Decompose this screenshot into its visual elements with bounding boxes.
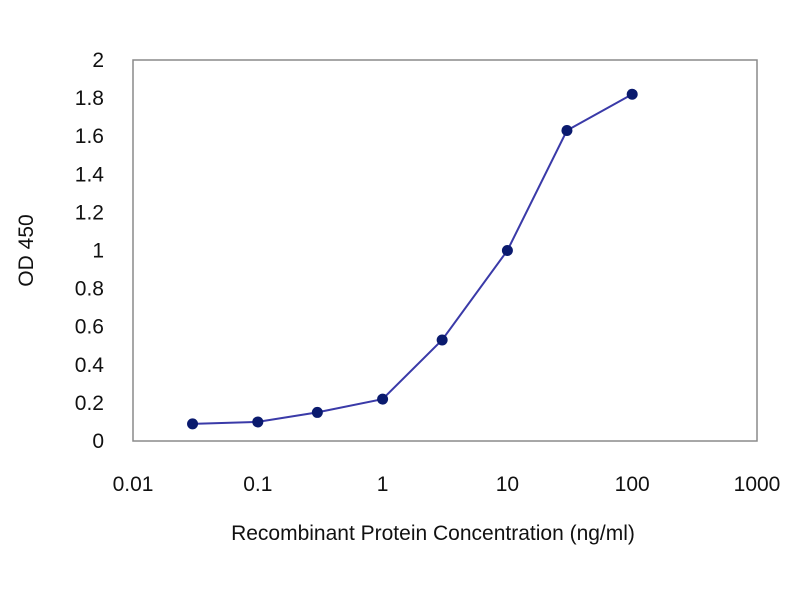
plot-area (132, 59, 758, 442)
y-tick-label: 1.4 (75, 163, 105, 186)
data-point (561, 124, 573, 136)
y-tick-label: 1.8 (75, 87, 104, 110)
y-tick-label: 0.6 (75, 316, 104, 339)
y-tick-label: 1.2 (75, 201, 104, 224)
series-layer (187, 88, 638, 430)
y-tick-label: 2 (92, 49, 104, 72)
x-tick-label: 100 (615, 473, 650, 496)
x-tick-labels: 0.01 0.1 1 10 100 1000 (113, 473, 781, 496)
x-tick-label: 1000 (734, 473, 781, 496)
data-point (377, 393, 389, 405)
series-line (192, 93, 633, 425)
y-tick-label: 0.2 (75, 392, 104, 415)
y-tick-labels: 0 0.2 0.4 0.6 0.8 1 1.2 1.4 1.6 1.8 2 (75, 49, 105, 453)
x-tick-label: 0.01 (113, 473, 154, 496)
data-point (436, 334, 448, 346)
y-tick-label: 0.8 (75, 278, 104, 301)
x-tick-label: 0.1 (243, 473, 272, 496)
data-point (501, 245, 513, 256)
x-tick-label: 10 (496, 473, 519, 496)
data-point (311, 406, 323, 418)
data-point (187, 418, 199, 430)
y-tick-label: 1 (92, 240, 104, 263)
y-tick-label: 0.4 (75, 354, 105, 377)
y-tick-label: 0 (92, 430, 104, 453)
y-axis-label: OD 450 (15, 214, 38, 286)
y-tick-label: 1.6 (75, 125, 104, 148)
data-point (626, 88, 638, 100)
data-point (252, 416, 264, 428)
x-axis-label: Recombinant Protein Concentration (ng/ml… (231, 522, 635, 545)
x-tick-label: 1 (377, 473, 389, 496)
